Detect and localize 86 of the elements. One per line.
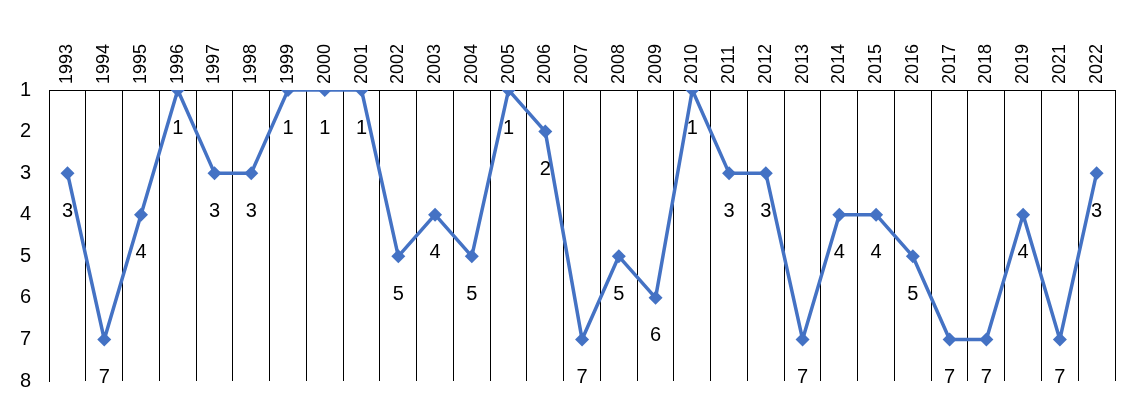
data-label: 3 <box>208 198 221 221</box>
x-tick-label: 1993 <box>56 43 77 84</box>
point <box>1089 166 1104 181</box>
x-tick-label: 2004 <box>460 43 481 84</box>
x-tick-label: 2015 <box>865 43 886 84</box>
point <box>464 249 479 264</box>
data-label: 7 <box>980 364 992 387</box>
point <box>611 249 626 264</box>
data-label: 1 <box>282 115 294 138</box>
data-label: 4 <box>870 240 882 263</box>
y-tick-label: 8 <box>20 368 32 391</box>
x-tick-label: 1994 <box>93 43 114 84</box>
data-label: 5 <box>613 281 625 304</box>
x-tick-label: 2013 <box>791 43 812 84</box>
point <box>575 332 590 347</box>
x-tick-label: 2000 <box>313 43 334 84</box>
x-tick-label: 2012 <box>754 43 775 84</box>
point <box>60 166 75 181</box>
y-tick-label: 3 <box>20 160 32 183</box>
x-tick-label: 1999 <box>277 43 297 84</box>
x-tick-label: 2006 <box>534 43 555 84</box>
x-tick-label: 2009 <box>644 43 665 84</box>
point <box>244 166 259 181</box>
x-tick-label: 2011 <box>718 45 739 84</box>
data-label: 4 <box>833 240 845 263</box>
x-tick-label: 2017 <box>938 43 959 84</box>
point <box>538 124 553 139</box>
point <box>134 207 149 222</box>
data-label: 4 <box>429 240 441 263</box>
y-tick-label: 7 <box>20 326 32 349</box>
data-label: 1 <box>319 115 331 138</box>
x-tick-label: 2018 <box>975 43 996 84</box>
point <box>428 207 443 222</box>
x-tick-label: 2014 <box>828 43 849 84</box>
data-label: 4 <box>135 240 147 263</box>
data-label: 1 <box>172 115 184 138</box>
data-label: 7 <box>1054 364 1066 387</box>
point <box>942 332 957 347</box>
x-tick-label: 2003 <box>424 43 445 84</box>
x-tick-label: 1995 <box>129 43 150 84</box>
x-tick-label: 2010 <box>681 43 702 84</box>
x-tick-label: 1998 <box>240 43 261 84</box>
point <box>648 290 663 305</box>
data-label: 5 <box>466 281 478 304</box>
data-label: 6 <box>650 323 662 346</box>
x-tick-label: 2002 <box>387 43 408 84</box>
x-tick-label: 2008 <box>607 43 628 84</box>
data-label: 1 <box>502 115 515 138</box>
data-label: 3 <box>723 198 735 221</box>
x-tick-label: 2022 <box>1085 43 1106 84</box>
y-tick-label: 5 <box>20 243 32 266</box>
point <box>832 207 847 222</box>
x-tick-label: 2005 <box>497 43 518 84</box>
point <box>905 249 920 264</box>
point <box>391 249 406 264</box>
data-label: 5 <box>907 281 919 304</box>
data-label: 4 <box>1017 240 1029 263</box>
point <box>979 332 994 347</box>
point <box>869 207 884 222</box>
point <box>722 166 737 181</box>
data-label: 5 <box>392 281 404 304</box>
data-label: 7 <box>98 364 110 387</box>
data-label: 7 <box>944 364 956 387</box>
x-tick-label: 1996 <box>166 43 187 84</box>
point <box>1016 207 1031 222</box>
x-tick-label: 1997 <box>203 43 224 84</box>
data-label: 1 <box>686 115 698 138</box>
data-label: 3 <box>1091 198 1103 221</box>
y-tick-label: 4 <box>20 202 32 225</box>
data-label: 3 <box>760 198 772 221</box>
data-label: 3 <box>245 198 257 221</box>
x-tick-label: 2016 <box>901 43 922 84</box>
point <box>207 166 222 181</box>
y-tick-label: 2 <box>20 119 32 142</box>
data-label: 2 <box>539 157 551 180</box>
data-label: 7 <box>576 364 588 387</box>
y-tick-label: 1 <box>20 77 32 100</box>
x-tick-label: 2019 <box>1012 43 1033 84</box>
data-label: 7 <box>797 364 809 387</box>
x-tick-label: 2007 <box>571 43 592 84</box>
x-tick-label: 2001 <box>350 43 371 84</box>
point <box>758 166 773 181</box>
x-tick-label: 2021 <box>1048 43 1069 84</box>
data-label: 3 <box>61 198 74 221</box>
y-tick-label: 6 <box>20 285 32 308</box>
data-label: 1 <box>355 115 368 138</box>
